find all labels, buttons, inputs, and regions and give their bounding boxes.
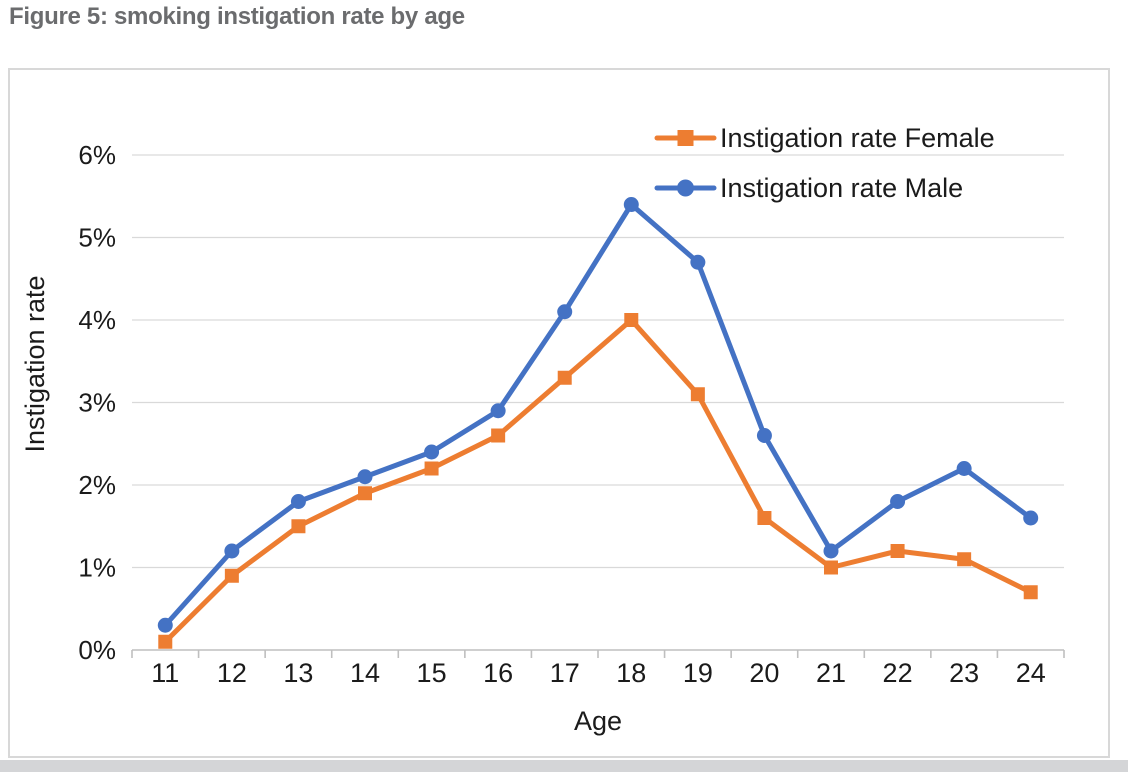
x-axis-title: Age	[574, 706, 622, 736]
x-tick-label: 12	[217, 658, 247, 688]
female-data-marker	[824, 560, 838, 575]
male-data-marker	[157, 617, 173, 633]
y-tick-label: 4%	[78, 305, 116, 335]
female-data-marker	[757, 511, 772, 525]
x-tick-label: 11	[151, 658, 179, 688]
line-chart: 0% 1% 2% 3% 4% 5% 6% 11 12 13 14 15 16 17 18 19 20 21 22 23…	[20, 123, 1065, 736]
male-data-marker	[490, 403, 506, 419]
x-tick-label: 17	[550, 658, 580, 688]
female-data-marker	[890, 544, 905, 558]
male-data-marker	[357, 469, 373, 485]
x-tick-label: 22	[883, 658, 913, 688]
female-data-marker	[158, 634, 173, 649]
male-data-marker	[823, 543, 839, 559]
female-data-marker	[424, 461, 439, 476]
female-data-marker	[690, 387, 705, 402]
male-data-marker	[890, 494, 906, 509]
female-data-marker	[624, 313, 639, 327]
x-tick-label: 20	[749, 658, 779, 688]
male-data-marker	[756, 428, 772, 443]
x-tick-label: 23	[949, 658, 979, 688]
y-tick-label: 1%	[78, 553, 116, 583]
male-data-marker	[956, 461, 972, 476]
x-tick-label: 14	[350, 658, 380, 688]
x-tick-label: 13	[283, 658, 313, 688]
legend-entry-female: Instigation rate Female	[654, 123, 995, 153]
legend-circle-marker-icon	[677, 179, 694, 197]
x-tick-label: 21	[816, 658, 846, 688]
male-data-marker	[424, 444, 440, 460]
y-tick-label: 5%	[78, 223, 116, 253]
female-data-marker	[957, 552, 972, 567]
x-tick-label: 16	[483, 658, 513, 688]
female-data-marker	[557, 370, 572, 385]
female-data-marker	[224, 568, 239, 583]
male-data-marker	[290, 494, 306, 509]
y-axis-title: Instigation rate	[20, 275, 50, 452]
legend-square-marker-icon	[677, 130, 694, 146]
y-tick-label: 0%	[78, 635, 116, 665]
female-data-marker	[358, 486, 372, 501]
female-data-marker	[291, 519, 306, 534]
male-data-marker	[557, 304, 573, 320]
x-tick-label: 15	[417, 658, 447, 688]
figure-title: Figure 5: smoking instigation rate by ag…	[9, 3, 465, 30]
y-tick-label: 3%	[78, 388, 116, 418]
male-data-marker	[224, 543, 240, 559]
male-data-marker	[690, 254, 706, 270]
legend-label: Instigation rate Female	[720, 123, 995, 153]
x-tick-label: 18	[616, 658, 646, 688]
y-tick-label: 2%	[78, 470, 116, 500]
legend-label: Instigation rate Male	[720, 173, 963, 203]
y-tick-label: 6%	[78, 140, 116, 170]
male-series-line	[162, 202, 1034, 628]
legend-entry-male: Instigation rate Male	[654, 173, 963, 203]
x-tick-label: 19	[683, 658, 713, 688]
chart-area: 0% 1% 2% 3% 4% 5% 6% 11 12 13 14 15 16 17 18 19 20 21 22 23…	[8, 68, 1110, 758]
page-bottom-edge	[0, 760, 1128, 772]
female-data-marker	[1023, 585, 1038, 600]
male-data-marker	[1023, 510, 1039, 526]
male-data-marker	[623, 197, 639, 212]
female-series-line	[162, 317, 1034, 645]
x-tick-label: 24	[1016, 658, 1046, 688]
female-data-marker	[491, 428, 506, 443]
